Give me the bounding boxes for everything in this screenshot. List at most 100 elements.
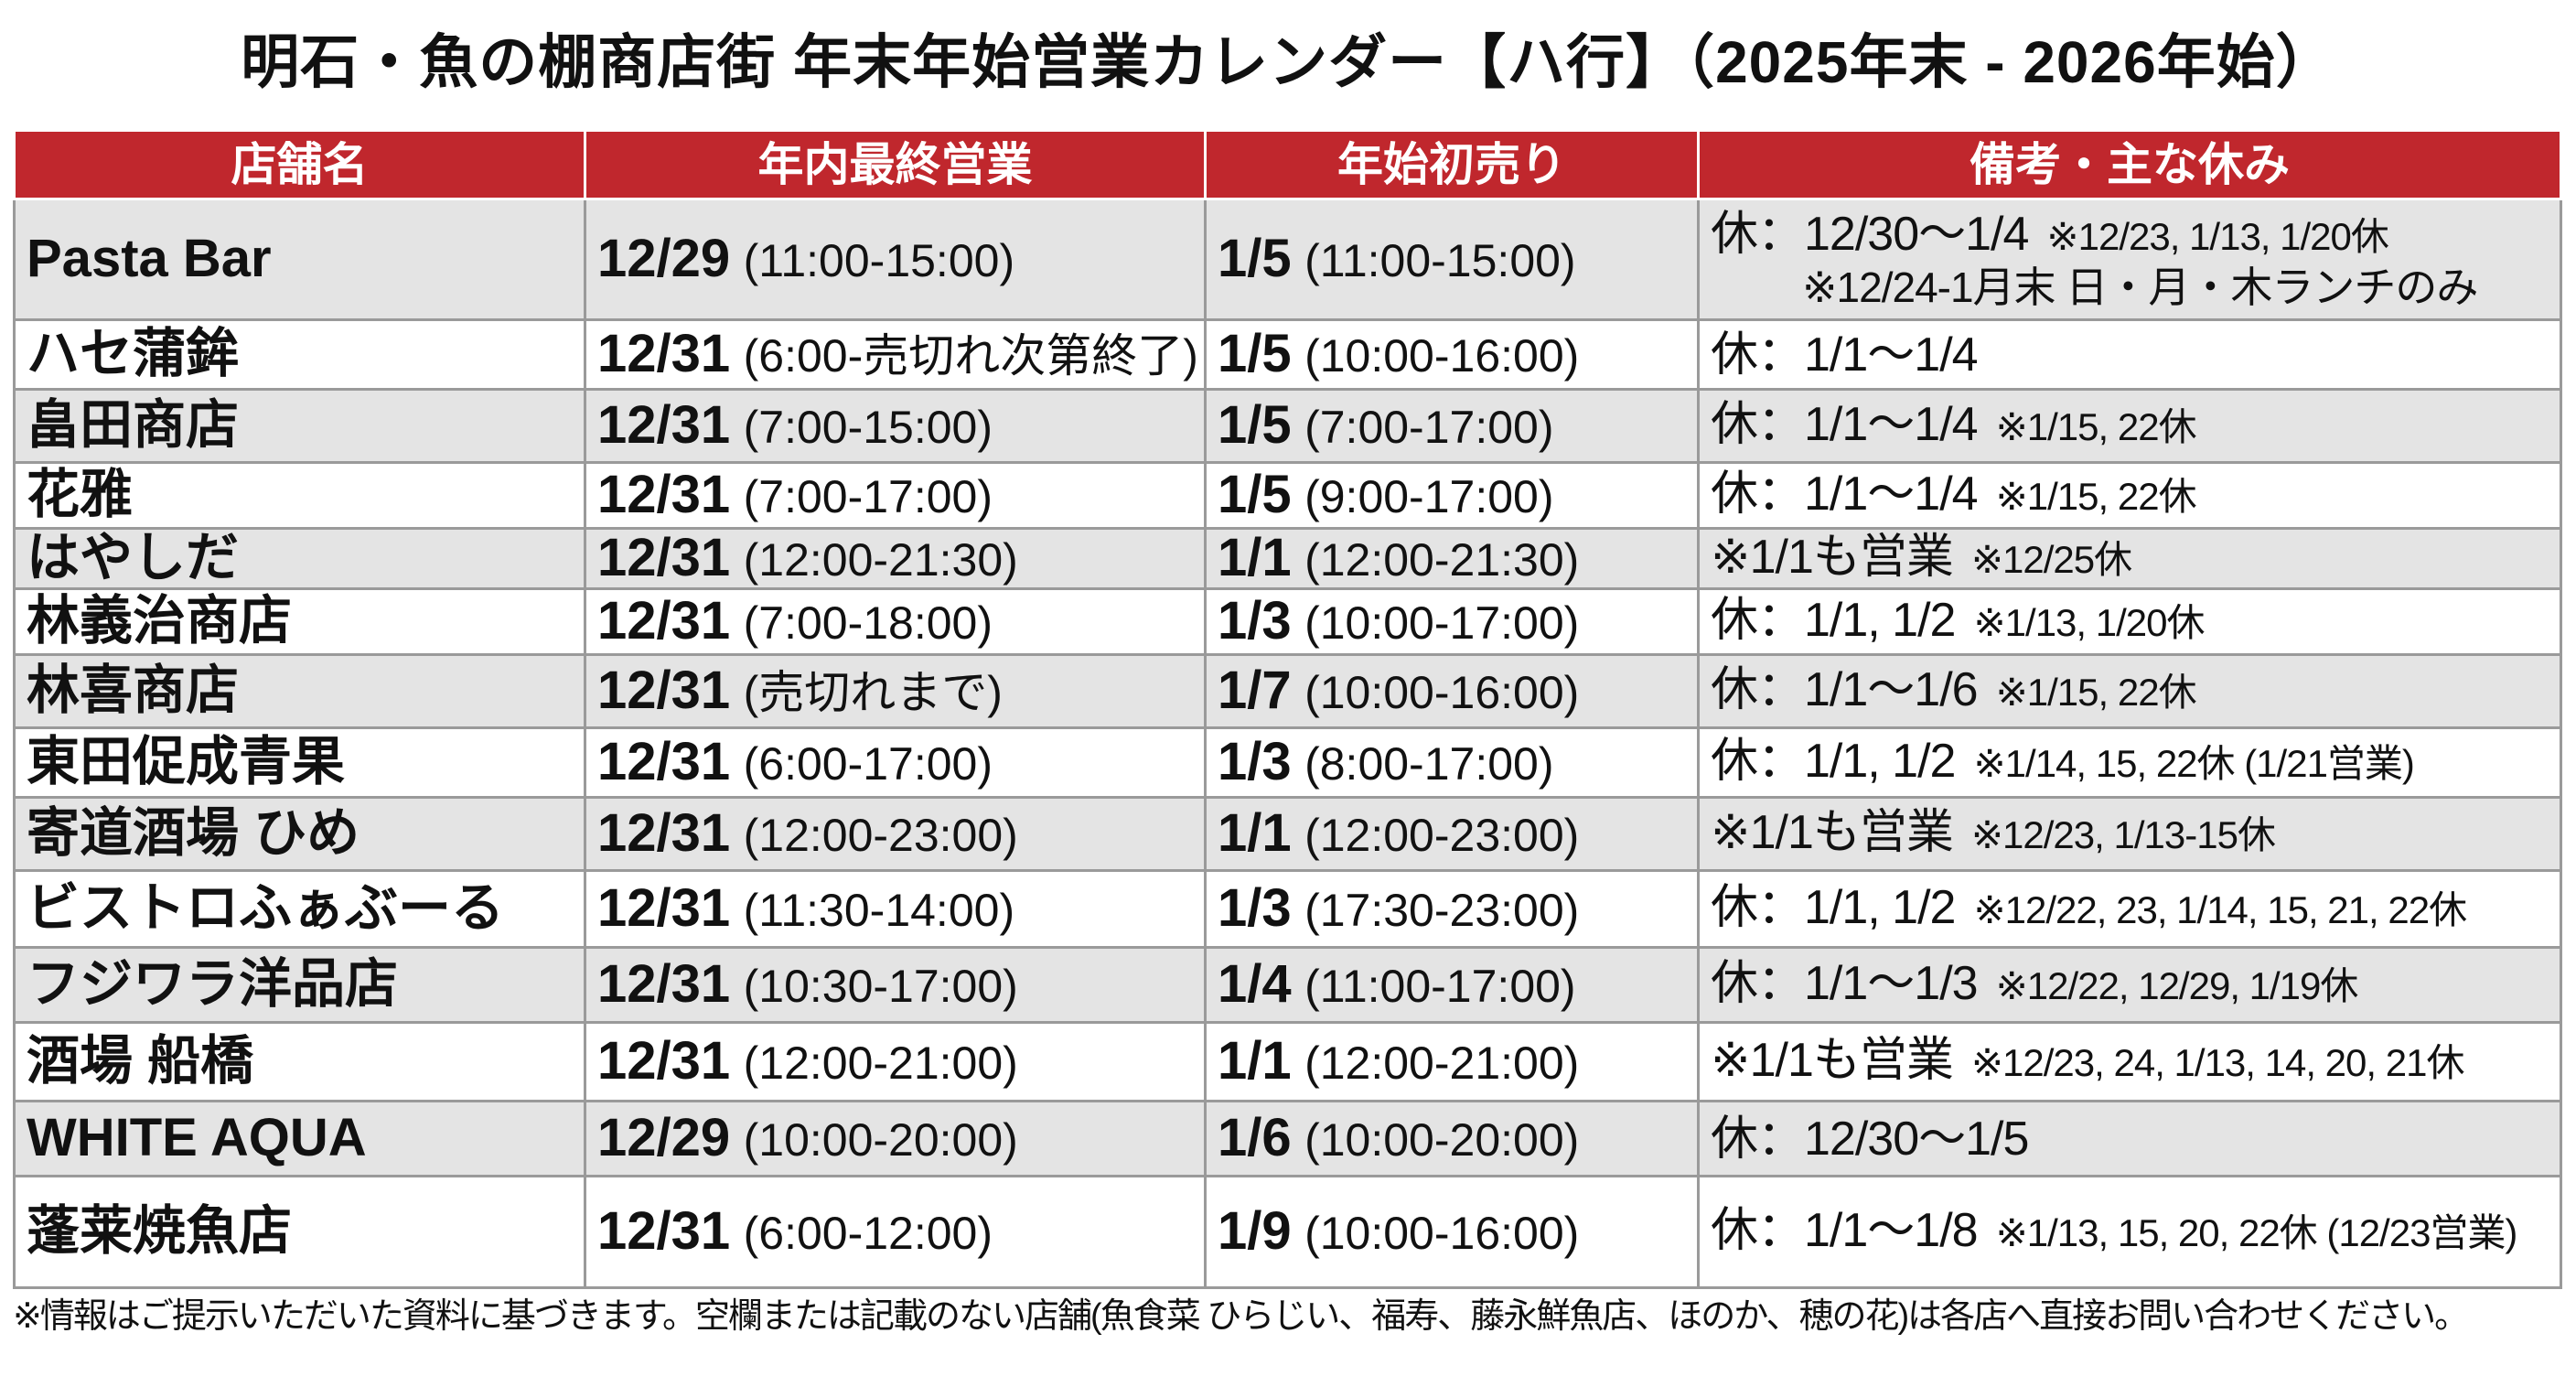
last-hours: (12:00-21:00) <box>743 1037 1018 1090</box>
table-row: 東田促成青果 12/31 (6:00-17:00) 1/3 (8:00-17:00)… <box>13 726 2562 799</box>
first-hours: (10:00-16:00) <box>1304 330 1580 382</box>
last-date: 12/31 <box>597 803 731 864</box>
first-date: 1/5 <box>1218 465 1292 525</box>
first-hours: (12:00-23:00) <box>1304 810 1580 862</box>
last-date: 12/29 <box>597 1108 731 1168</box>
note-sub: ※1/14, 15, 22休 (1/21営業) <box>1973 742 2414 785</box>
notes-cell: 休：1/1, 1/2 ※12/22, 23, 1/14, 15, 21, 22休 <box>1697 869 2562 949</box>
last-day-cell: 12/31 (7:00-17:00) <box>584 461 1207 530</box>
last-date: 12/31 <box>597 324 731 384</box>
last-day-cell: 12/31 (6:00-売切れ次第終了) <box>584 318 1207 391</box>
first-day-cell: 1/5 (9:00-17:00) <box>1204 461 1700 530</box>
notes-cell: ※1/1も営業 ※12/23, 1/13-15休 <box>1697 796 2562 872</box>
last-day-cell: 12/31 (6:00-17:00) <box>584 726 1207 799</box>
note-line2: ※12/24-1月末 日・月・木ランチのみ <box>1802 263 2478 311</box>
notes-cell: ※1/1も営業 ※12/23, 24, 1/13, 14, 20, 21休 <box>1697 1021 2562 1102</box>
last-day-cell: 12/31 (7:00-15:00) <box>584 388 1207 464</box>
note-main: ※1/1も営業 <box>1711 1034 1954 1087</box>
header-last-day: 年内最終営業 <box>584 132 1207 200</box>
first-hours: (10:00-16:00) <box>1304 1208 1580 1260</box>
last-day-cell: 12/29 (11:00-15:00) <box>584 198 1207 321</box>
notes-cell: 休：12/30〜1/5 <box>1697 1100 2562 1177</box>
store-name: 林喜商店 <box>13 653 586 729</box>
table-row: Pasta Bar 12/29 (11:00-15:00) 1/5 (11:00-1… <box>13 198 2562 321</box>
note-main: 休：1/1〜1/8 <box>1711 1204 1979 1257</box>
first-day-cell: 1/3 (8:00-17:00) <box>1204 726 1700 799</box>
last-date: 12/31 <box>597 528 731 588</box>
first-day-cell: 1/5 (10:00-16:00) <box>1204 318 1700 391</box>
note-sub: ※12/23, 24, 1/13, 14, 20, 21休 <box>1970 1041 2465 1084</box>
first-hours: (10:00-16:00) <box>1304 667 1580 719</box>
first-hours: (11:00-17:00) <box>1304 961 1576 1013</box>
store-name: WHITE AQUA <box>13 1100 586 1177</box>
first-hours: (10:00-20:00) <box>1304 1114 1580 1166</box>
last-date: 12/31 <box>597 661 731 721</box>
last-hours: (7:00-18:00) <box>743 597 993 650</box>
table-header: 店舗名 年内最終営業 年始初売り 備考・主な休み <box>13 132 2562 200</box>
store-name: はやしだ <box>13 527 586 590</box>
store-name: 寄道酒場 ひめ <box>13 796 586 872</box>
header-notes: 備考・主な休み <box>1697 132 2562 200</box>
last-date: 12/31 <box>597 878 731 939</box>
last-date: 12/31 <box>597 591 731 651</box>
first-date: 1/9 <box>1218 1201 1292 1262</box>
table-row: ビストロふぁぶーる 12/31 (11:30-14:00) 1/3 (17:30-2… <box>13 869 2562 949</box>
first-hours: (7:00-17:00) <box>1304 402 1554 454</box>
last-date: 12/31 <box>597 465 731 525</box>
first-day-cell: 1/5 (11:00-15:00) <box>1204 198 1700 321</box>
header-first-day: 年始初売り <box>1204 132 1700 200</box>
first-day-cell: 1/1 (12:00-23:00) <box>1204 796 1700 872</box>
last-hours: (6:00-売切れ次第終了) <box>743 330 1198 382</box>
note-sub: ※12/23, 1/13-15休 <box>1970 813 2276 856</box>
table-row: 酒場 船橋 12/31 (12:00-21:00) 1/1 (12:00-21:00… <box>13 1021 2562 1102</box>
last-day-cell: 12/31 (12:00-21:00) <box>584 1021 1207 1102</box>
note-main: ※1/1も営業 <box>1711 531 1954 585</box>
first-date: 1/3 <box>1218 732 1292 792</box>
first-hours: (8:00-17:00) <box>1304 738 1554 790</box>
last-hours: (7:00-15:00) <box>743 402 993 454</box>
first-date: 1/1 <box>1218 528 1292 588</box>
first-date: 1/5 <box>1218 324 1292 384</box>
last-hours: (6:00-12:00) <box>743 1208 993 1260</box>
last-hours: (11:30-14:00) <box>743 885 1015 937</box>
store-name: 林義治商店 <box>13 587 586 656</box>
note-sub: ※12/25休 <box>1970 538 2132 581</box>
note-main: 休：1/1〜1/4 <box>1711 398 1979 451</box>
first-day-cell: 1/1 (12:00-21:00) <box>1204 1021 1700 1102</box>
first-hours: (12:00-21:30) <box>1304 534 1580 586</box>
last-day-cell: 12/31 (12:00-23:00) <box>584 796 1207 872</box>
first-hours: (17:30-23:00) <box>1304 885 1580 937</box>
note-main: 休：1/1, 1/2 <box>1711 594 1956 647</box>
notes-cell: 休：1/1〜1/3 ※12/22, 12/29, 1/19休 <box>1697 946 2562 1024</box>
calendar-table: 店舗名 年内最終営業 年始初売り 備考・主な休み Pasta Bar 12/29 … <box>13 132 2562 1289</box>
last-day-cell: 12/31 (6:00-12:00) <box>584 1175 1207 1289</box>
note-main: 休：1/1〜1/6 <box>1711 663 1979 716</box>
table-row: 寄道酒場 ひめ 12/31 (12:00-23:00) 1/1 (12:00-23:… <box>13 796 2562 872</box>
store-name: 酒場 船橋 <box>13 1021 586 1102</box>
first-date: 1/5 <box>1218 229 1292 289</box>
last-hours: (10:00-20:00) <box>743 1114 1018 1166</box>
note-main: 休：12/30〜1/5 <box>1711 1112 2029 1166</box>
store-name: 東田促成青果 <box>13 726 586 799</box>
first-date: 1/5 <box>1218 395 1292 456</box>
notes-cell: 休：1/1, 1/2 ※1/13, 1/20休 <box>1697 587 2562 656</box>
table-row: ハセ蒲鉾 12/31 (6:00-売切れ次第終了) 1/5 (10:00-16:00… <box>13 318 2562 391</box>
first-date: 1/3 <box>1218 878 1292 939</box>
header-store-name: 店舗名 <box>13 132 586 200</box>
note-main: 休：12/30〜1/4 <box>1711 208 2029 261</box>
note-sub: ※12/22, 23, 1/14, 15, 21, 22休 <box>1973 888 2467 931</box>
first-day-cell: 1/1 (12:00-21:30) <box>1204 527 1700 590</box>
note-main: 休：1/1〜1/4 <box>1711 468 1979 521</box>
last-date: 12/31 <box>597 1201 731 1262</box>
first-day-cell: 1/4 (11:00-17:00) <box>1204 946 1700 1024</box>
table-row: 林義治商店 12/31 (7:00-18:00) 1/3 (10:00-17:00)… <box>13 587 2562 656</box>
footer-note: ※情報はご提示いただいた資料に基づきます。空欄または記載のない店舗(魚食菜 ひら… <box>13 1297 2469 1336</box>
note-sub: ※1/15, 22休 <box>1995 405 2197 448</box>
first-day-cell: 1/3 (17:30-23:00) <box>1204 869 1700 949</box>
table-row: 林喜商店 12/31 (売切れまで) 1/7 (10:00-16:00) 休：1/1〜… <box>13 653 2562 729</box>
last-hours: (6:00-17:00) <box>743 738 993 790</box>
last-day-cell: 12/31 (7:00-18:00) <box>584 587 1207 656</box>
table-row: はやしだ 12/31 (12:00-21:30) 1/1 (12:00-21:30)… <box>13 527 2562 590</box>
store-name: 畠田商店 <box>13 388 586 464</box>
note-main: ※1/1も営業 <box>1711 806 1954 859</box>
